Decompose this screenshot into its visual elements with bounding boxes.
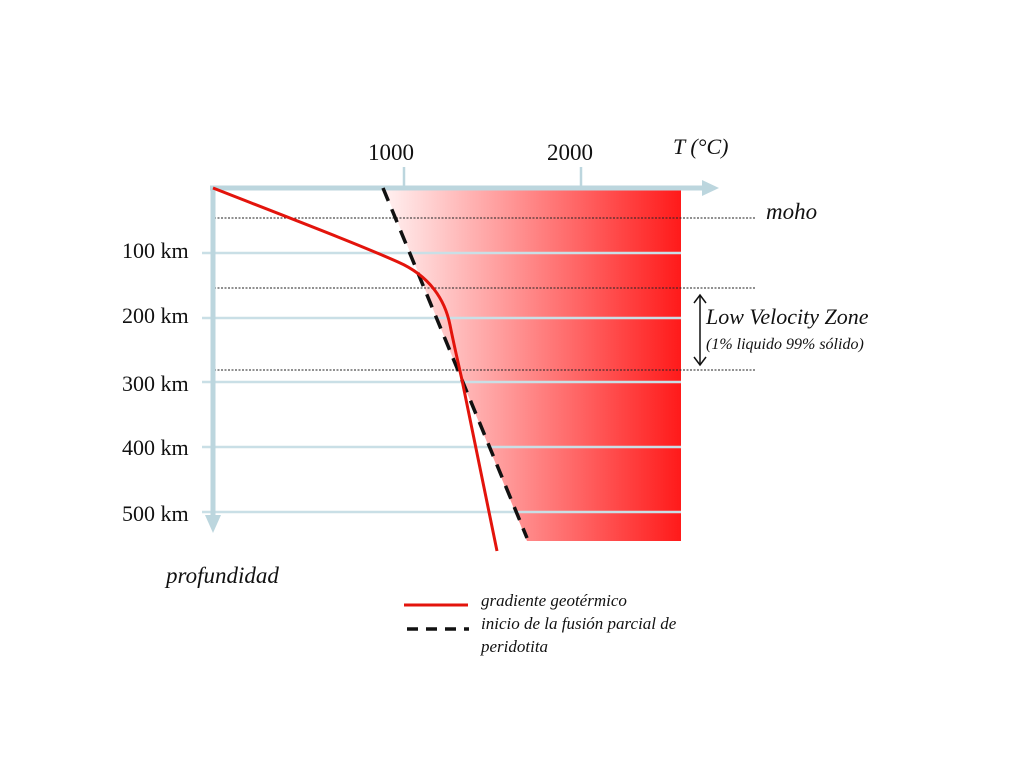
depth-axis-label: profundidad [164, 563, 279, 588]
partial-melt-region [384, 188, 681, 541]
depth-gridlines [202, 251, 681, 514]
temperature-axis [210, 167, 719, 196]
legend: gradiente geotérmico inicio de la fusión… [404, 591, 677, 656]
geotherm-curve [212, 186, 499, 552]
legend-geotherm-label: gradiente geotérmico [481, 591, 627, 610]
lvz-title: Low Velocity Zone [705, 304, 869, 329]
depth-axis [205, 186, 221, 533]
tick-label-2000: 2000 [547, 140, 593, 165]
legend-solidus-label-1: inicio de la fusión parcial de [481, 614, 677, 633]
temperature-axis-label: T (°C) [673, 134, 728, 159]
lvz-double-arrow [693, 293, 707, 367]
depth-axis-arrow [205, 515, 221, 533]
tick-label-1000: 1000 [368, 140, 414, 165]
lvz-subtitle: (1% liquido 99% sólido) [706, 336, 864, 353]
temperature-axis-arrow [702, 180, 719, 196]
boundary-lines [214, 217, 756, 371]
depth-tick-100: 100 km [122, 238, 189, 263]
solidus-line [381, 187, 529, 539]
moho-label: moho [766, 199, 817, 224]
depth-tick-500: 500 km [122, 501, 189, 526]
depth-tick-300: 300 km [122, 371, 189, 396]
legend-solidus-label-2: peridotita [480, 637, 548, 656]
depth-tick-200: 200 km [122, 303, 189, 328]
depth-tick-400: 400 km [122, 435, 189, 460]
